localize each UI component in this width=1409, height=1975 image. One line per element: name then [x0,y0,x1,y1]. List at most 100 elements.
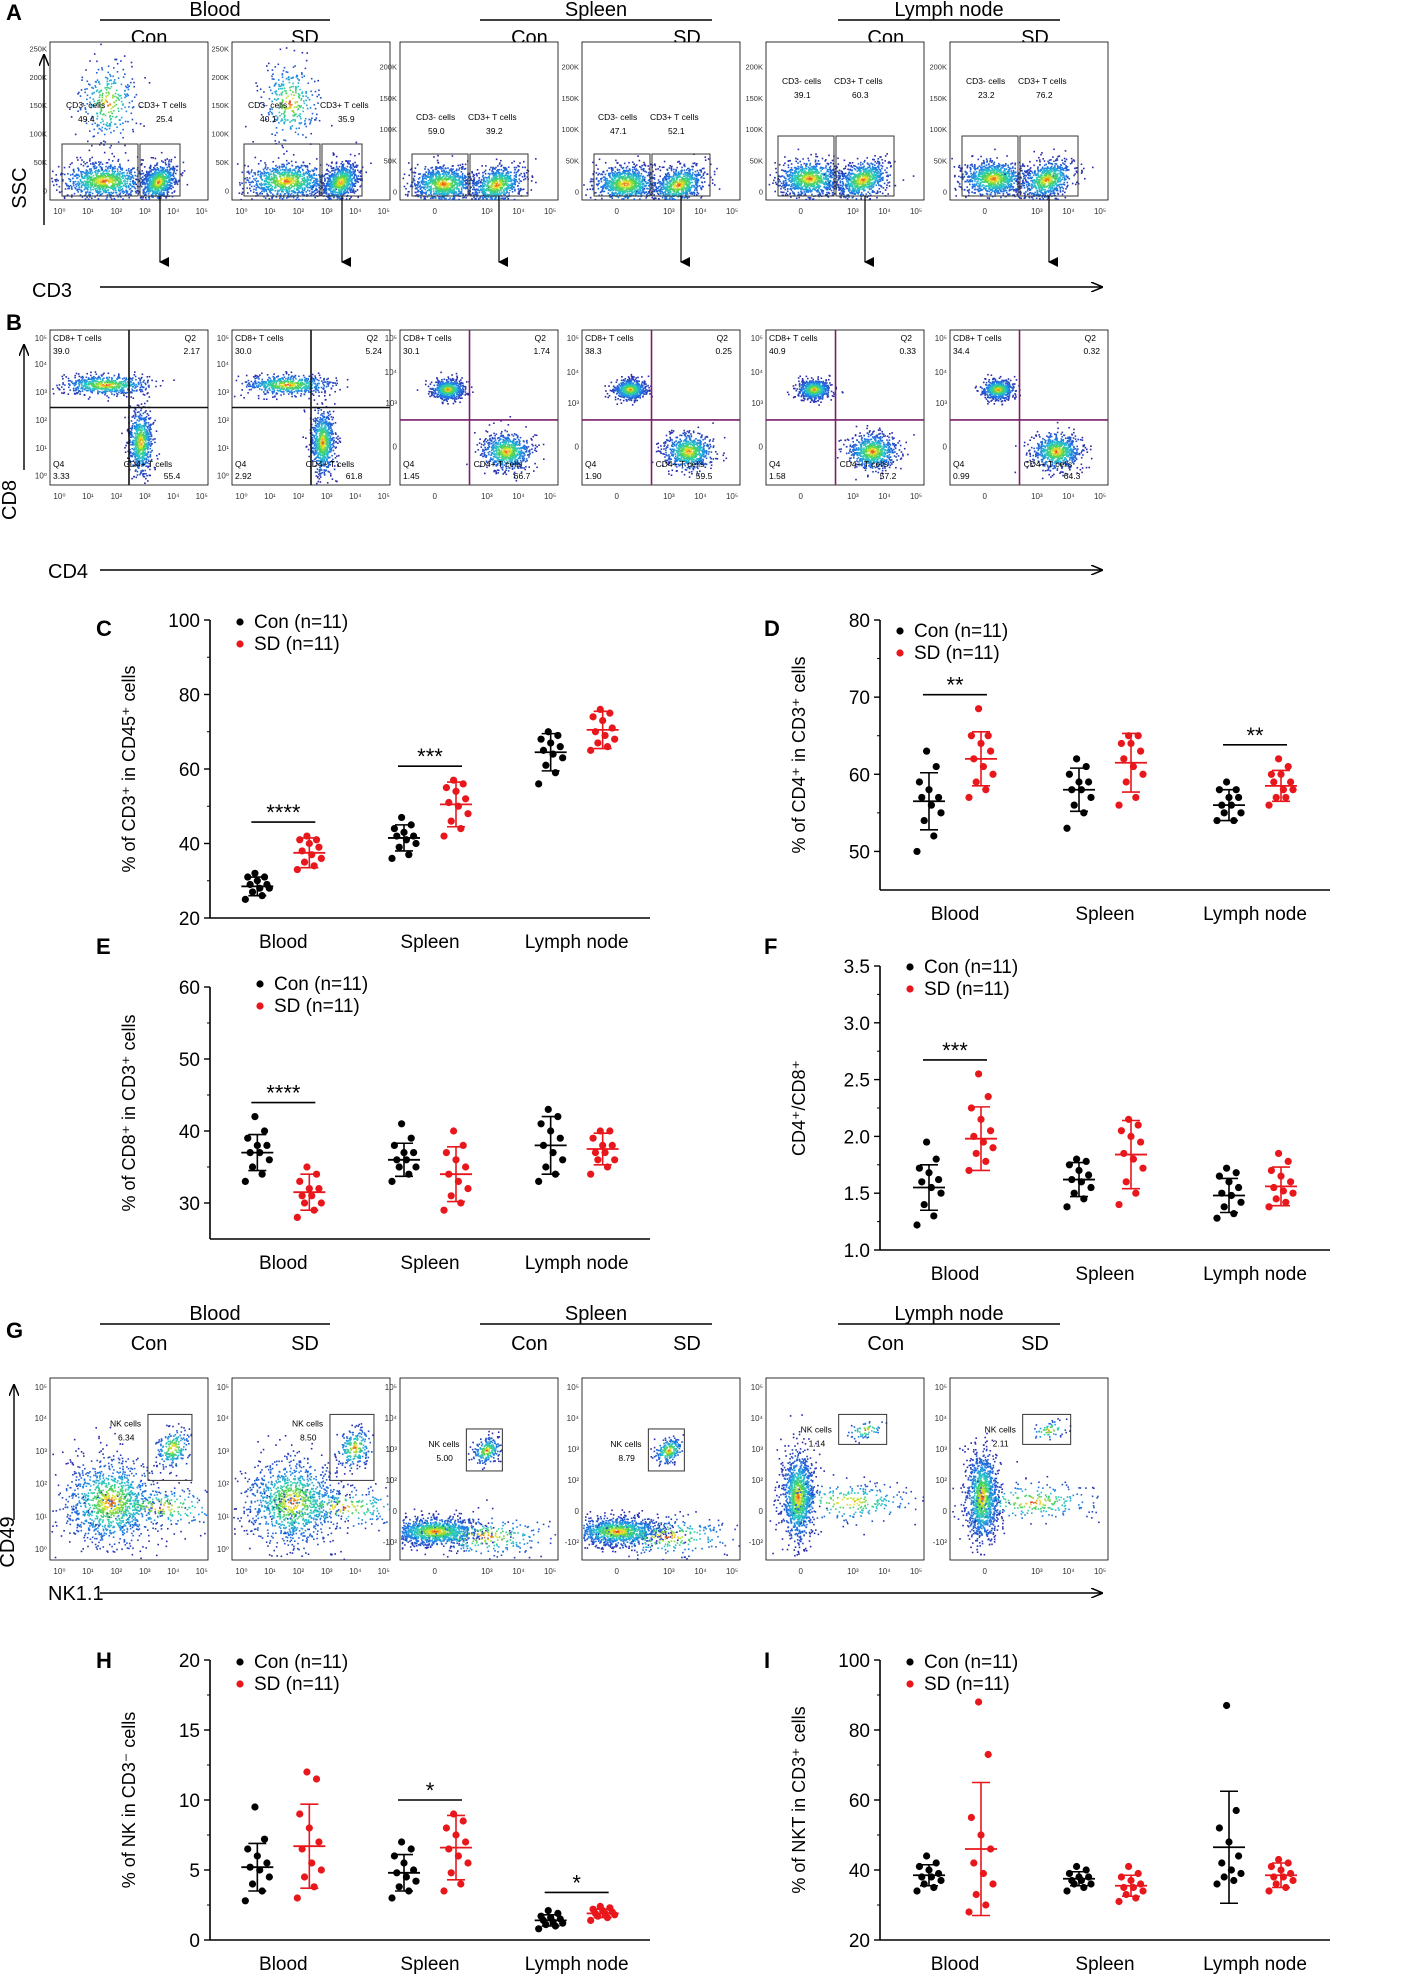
plot-frame [949,329,1109,486]
data-point [1235,793,1243,802]
density-cloud [466,416,545,482]
data-point [244,1845,252,1853]
y-axis-label: % of NKT in CD3⁺ cells [789,1706,809,1893]
panel-label-g: G [6,1318,23,1343]
panelA-plot-6: 200K 150K 100K 50K 0 CD3- cells 23.2 CD3+ T cel… [929,41,1109,267]
data-point [312,836,321,844]
x-tick-label: 10³ [663,207,675,216]
panelB-plot-5: 10⁵ 10⁴ 10³ 0 CD8+ T cells 40.9 Q2 0.33 Q4 1.58 CD… [751,329,925,501]
data-point [457,825,465,833]
category-label: Blood [259,1253,308,1274]
x-tick-label: 10³ [847,1567,859,1576]
quadrant-label-cd4: CD4+ T cells [1024,459,1073,469]
data-point [937,809,945,817]
data-point [462,1163,470,1171]
data-point [256,1149,264,1157]
data-point [1223,778,1231,786]
data-point [1287,1869,1295,1878]
data-point [244,1134,252,1142]
data-point [1082,1157,1090,1165]
data-point [452,787,460,795]
y-tick-label: 10⁵ [751,334,763,343]
data-point [603,1163,612,1171]
x-tick-label: 10² [293,492,305,501]
data-point [1085,1171,1093,1179]
data-point [606,1127,614,1135]
data-point [539,746,548,754]
x-tick-label: 10⁵ [910,1567,922,1576]
data-point [984,1093,992,1101]
data-point [965,1908,973,1916]
y-tick-label: 200K [745,63,763,72]
data-point [608,724,616,732]
significance-label: **** [266,800,301,825]
data-point [1223,1701,1231,1710]
gate-cd3-negative [411,153,469,197]
data-point [1087,793,1095,802]
data-point [1137,747,1145,755]
legend-label: Con (n=11) [914,621,1008,642]
data-point [393,832,401,840]
y-tick-label: 150K [745,94,763,103]
panelA-plot-2: 250K 200K 150K 100K 50K 0 CD3- cells 40.1 CD3+ T… [211,41,391,267]
data-point [258,1170,266,1178]
data-point [1215,1824,1223,1832]
quadrant-label-cd4: CD4+ T cells [124,459,173,469]
data-point [246,1863,254,1871]
density-cloud [402,154,493,201]
data-point [930,832,938,840]
gate-cd3-negative [777,135,835,197]
data-point [982,1901,990,1909]
y-axis-label: % of NK in CD3⁻ cells [119,1712,139,1889]
y-tick-label: 15 [179,1721,200,1742]
data-point [454,802,462,810]
plot-frame [231,1377,391,1561]
gate-value-nk: 8.50 [300,1432,317,1442]
data-point [1125,1862,1133,1871]
chart-panel-i: I 20 40 60 80 100 % of NKT in CD3⁺ cells Blood S… [764,1648,1330,1975]
data-point [599,716,607,725]
panelG-plot-5: 10⁵ 10⁴ 10³ 10² 0 -10² NK cells 1.14 0 10³ 10⁴ 10⁵ [749,1377,925,1576]
data-point [935,793,943,802]
data-point [927,1183,936,1192]
group-header-lymph-node: Lymph node Con SD [838,1303,1060,1355]
y-tick-label: 30 [179,1194,200,1215]
legend-label: Con (n=11) [254,1652,348,1673]
gate-cd3-negative [243,143,321,197]
x-tick-label: 10³ [139,492,151,501]
y-tick-label: 70 [849,688,870,709]
gate-cd3-negative [961,135,1019,197]
condition-label-con: Con [131,1333,168,1355]
panelG-plot-1: 10⁰ 10¹ 10² 10³ 10⁴ 10⁵ NK cells 6.34 10⁰ 10¹ 10² 1… [35,1377,209,1576]
category-label: Spleen [1075,1954,1134,1975]
data-point [1132,793,1140,802]
data-point [554,1113,562,1121]
chart-panel-c: C 20 40 60 80 100 % of CD3⁺ in CD45⁺ cells Bloo… [96,611,650,953]
data-point [293,1894,301,1902]
legend-marker [896,627,904,635]
data-point [596,1127,604,1135]
data-point [253,1141,261,1149]
data-point [293,865,301,874]
data-point [241,1897,249,1905]
y-tick-label: 60 [849,1791,870,1812]
data-point [462,795,470,803]
x-tick-label: 10¹ [82,1567,94,1576]
gate-label-cd3-negative: CD3- cells [966,76,1005,86]
category-label: Blood [259,1954,308,1975]
x-tick-label: 10⁵ [910,492,922,501]
density-cloud [465,158,537,201]
quadrant-label-cd4: CD4+ T cells [306,459,355,469]
gate-value-cd3-positive: 35.9 [338,114,355,124]
data-point [457,1199,465,1207]
data-point [1075,1166,1083,1175]
data-point [1070,1189,1078,1197]
data-point [1265,1203,1273,1211]
data-point [388,1894,396,1902]
y-tick-label: 10⁴ [35,360,48,369]
y-tick-label: 10⁵ [567,334,579,343]
quadrant-value-q4: 1.58 [769,471,786,481]
y-tick-label: 50K [934,156,947,165]
quadrant-value-cd8: 39.0 [53,346,70,356]
x-tick-label: 10⁵ [1094,207,1106,216]
